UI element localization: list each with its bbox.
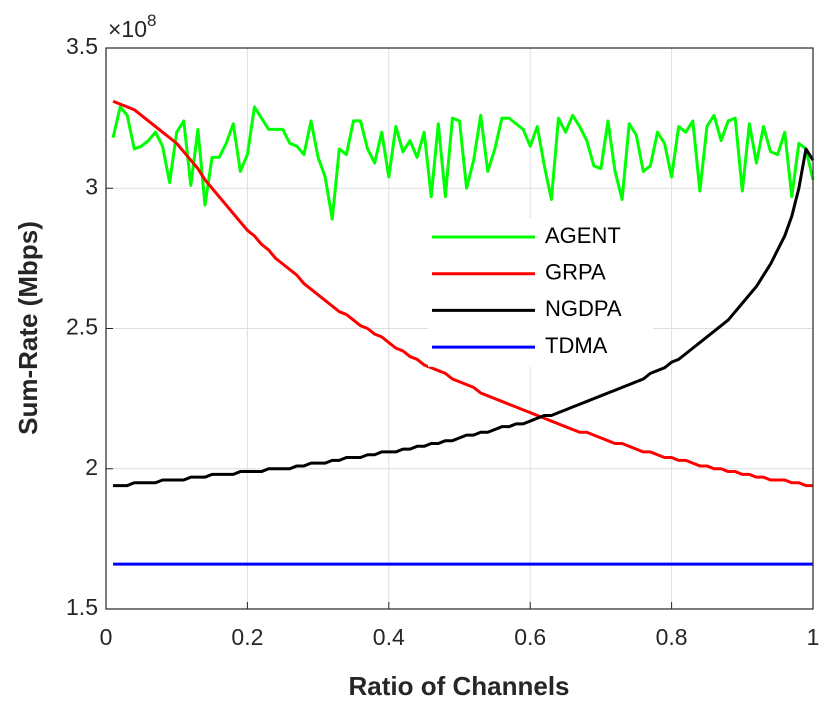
y-tick-label: 3.5 — [66, 33, 98, 59]
x-tick-label: 1 — [807, 624, 820, 650]
y-multiplier: ×108 — [108, 11, 156, 42]
series-line — [113, 147, 815, 488]
y-axis-label: Sum-Rate (Mbps) — [13, 221, 43, 435]
y-multiplier-exponent: 8 — [147, 11, 156, 30]
y-multiplier-base: ×10 — [108, 16, 147, 42]
y-tick-label: 3 — [85, 173, 98, 199]
x-tick-label: 0.2 — [231, 624, 263, 650]
y-tick-label: 1.5 — [66, 594, 98, 620]
legend-box — [428, 218, 653, 367]
series-line — [112, 99, 813, 488]
legend-label: TDMA — [545, 333, 608, 358]
legend-label: GRPA — [545, 260, 606, 285]
x-tick-label: 0.8 — [656, 624, 688, 650]
x-tick-label: 0.6 — [514, 624, 546, 650]
axes-box — [105, 47, 814, 610]
legend-label: AGENT — [545, 223, 621, 248]
y-tick-label: 2.5 — [66, 314, 98, 340]
x-tick-label: 0.4 — [373, 624, 405, 650]
y-tick-label: 2 — [85, 454, 98, 480]
x-tick-label: 0 — [100, 624, 113, 650]
series-line — [111, 105, 815, 221]
x-axis-label: Ratio of Channels — [348, 671, 569, 701]
legend-label: NGDPA — [545, 296, 622, 321]
